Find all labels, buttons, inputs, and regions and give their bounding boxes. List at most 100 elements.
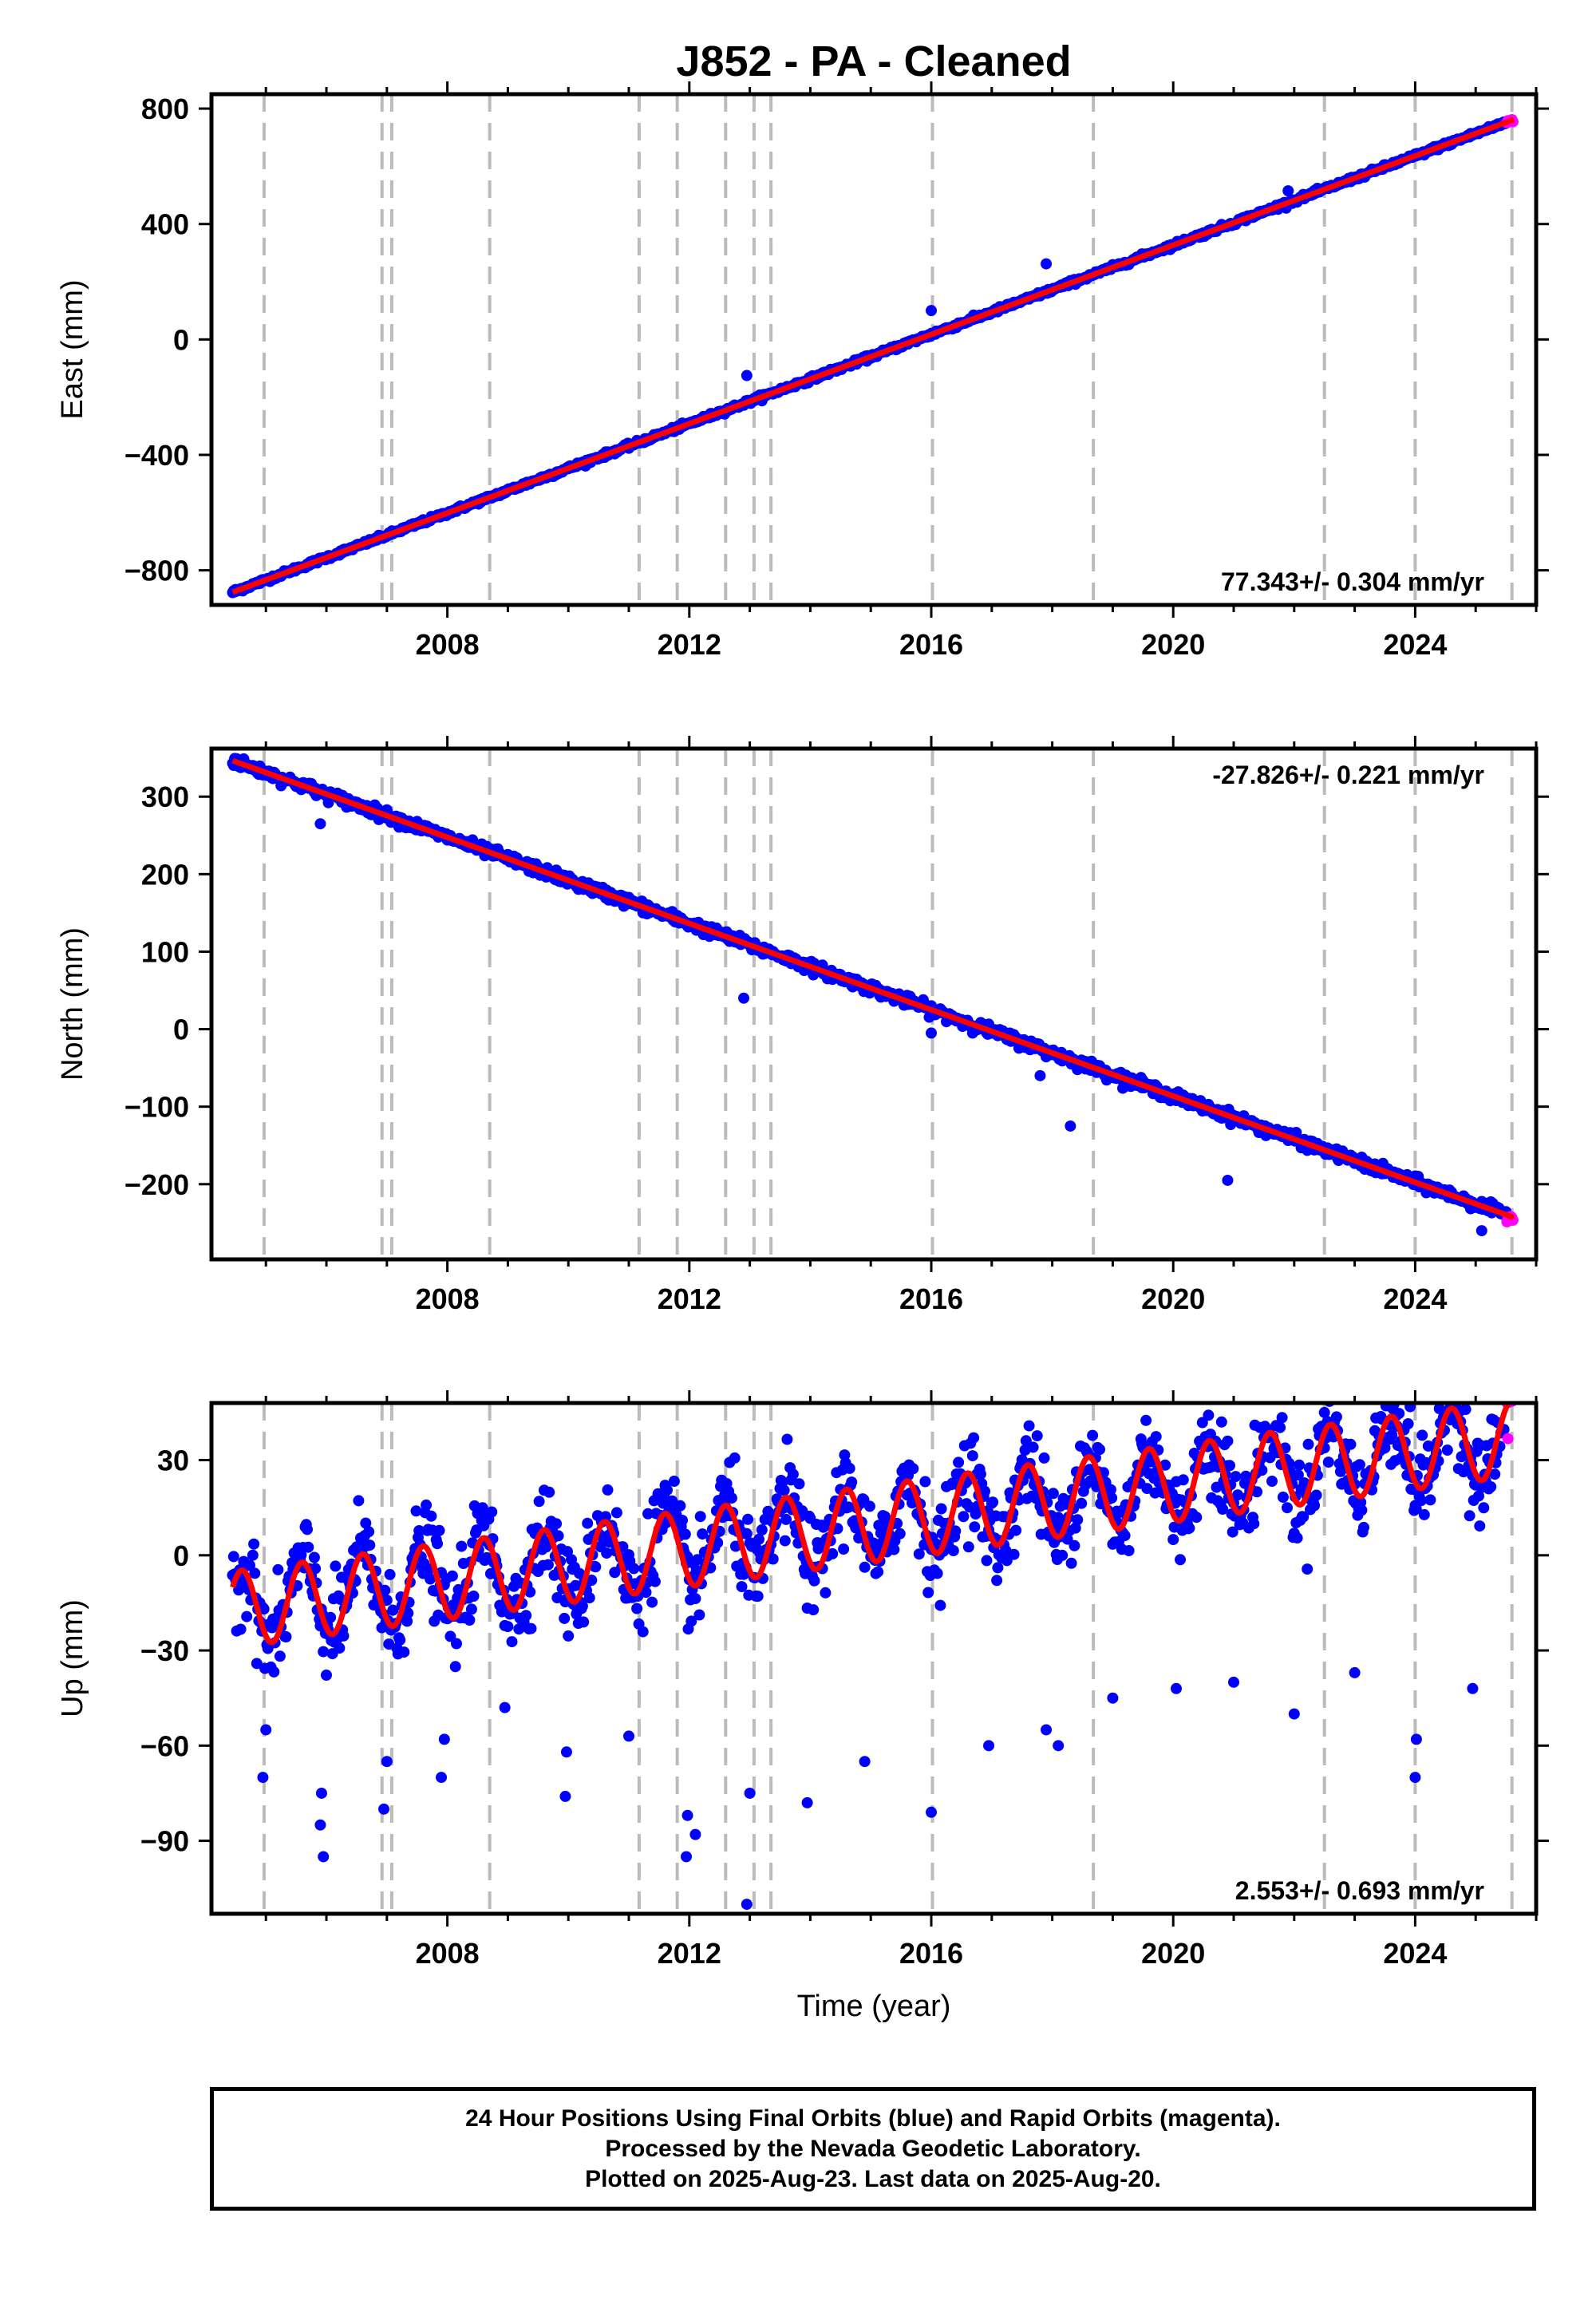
data-point (992, 1562, 1004, 1574)
data-point (314, 1819, 326, 1831)
east-panel: 2008 2012 2016 2020 2024 −800 −400 0 400 800 East … (56, 81, 1549, 661)
data-point (1094, 1444, 1105, 1456)
data-point (1282, 1502, 1293, 1514)
data-point (1302, 1563, 1314, 1575)
data-point (1507, 1375, 1519, 1386)
equipment-change-lines (262, 1403, 1514, 1914)
data-point (1358, 1521, 1369, 1533)
page-title: J852 - PA - Cleaned (676, 38, 1072, 85)
data-point (560, 1746, 572, 1758)
data-point (756, 1524, 768, 1535)
data-point (674, 1500, 686, 1512)
data-point (894, 1528, 906, 1539)
data-point (838, 1543, 850, 1555)
y-tick-label: −30 (140, 1634, 189, 1667)
data-point (1437, 1370, 1448, 1381)
data-point (689, 1828, 701, 1840)
data-point (820, 1587, 832, 1599)
data-point (981, 1555, 993, 1567)
data-point (1318, 1406, 1330, 1418)
data-point (1175, 1554, 1186, 1566)
data-point (602, 1484, 614, 1496)
data-point (235, 1623, 247, 1635)
x-tick-label: 2016 (899, 1937, 963, 1970)
data-point (520, 1610, 532, 1622)
data-point (1478, 1502, 1490, 1514)
data-point (677, 1515, 688, 1526)
data-point (742, 1513, 754, 1525)
data-point (315, 1787, 327, 1799)
data-point (364, 1539, 376, 1551)
data-point (1410, 1733, 1422, 1745)
data-point (499, 1701, 511, 1713)
data-point (1320, 1390, 1331, 1401)
data-point (846, 1476, 858, 1488)
x-tick-label: 2024 (1383, 628, 1447, 661)
data-point (502, 1621, 514, 1633)
data-point (689, 1593, 701, 1605)
data-point (241, 1611, 253, 1622)
data-point (1288, 1708, 1300, 1720)
data-point (1065, 1557, 1077, 1569)
east-rate-label: 77.343+/- 0.304 mm/yr (1221, 567, 1484, 596)
data-point (968, 1432, 980, 1444)
data-point (464, 1614, 476, 1626)
y-tick-label: −90 (140, 1825, 189, 1858)
data-point (725, 1492, 737, 1504)
footer-line-3: Plotted on 2025-Aug-23. Last data on 202… (585, 2165, 1161, 2192)
data-point (542, 1559, 554, 1571)
data-point (1203, 1409, 1215, 1421)
data-point (1038, 1452, 1050, 1464)
up-rate-label: 2.553+/- 0.693 mm/yr (1235, 1876, 1484, 1905)
data-point (1274, 1421, 1286, 1433)
x-tick-label: 2020 (1141, 628, 1205, 661)
footer-box: 24 Hour Positions Using Final Orbits (bl… (210, 2087, 1536, 2211)
data-point (1053, 1740, 1065, 1752)
data-point (801, 1796, 813, 1808)
data-point (953, 1456, 965, 1468)
data-point (926, 1806, 938, 1818)
data-point (257, 1772, 269, 1784)
x-axis-label: Time (year) (797, 1990, 951, 2023)
data-point (1402, 1418, 1414, 1429)
data-point (872, 1566, 884, 1578)
y-tick-label: −60 (140, 1729, 189, 1762)
y-tick-label: −800 (124, 555, 189, 587)
data-point (1276, 1412, 1288, 1424)
data-point (1248, 1518, 1260, 1530)
data-point (808, 1575, 820, 1587)
footer-line-1: 24 Hour Positions Using Final Orbits (bl… (465, 2105, 1281, 2132)
data-point (506, 1636, 518, 1648)
data-point (465, 1603, 477, 1615)
data-point (628, 1563, 640, 1575)
data-point (947, 1545, 959, 1556)
data-point (533, 1496, 545, 1508)
data-point (1008, 1548, 1020, 1560)
data-point (1228, 1676, 1240, 1688)
data-point (248, 1538, 260, 1550)
data-point (1356, 1504, 1368, 1516)
data-point (741, 1899, 753, 1911)
data-point (321, 1670, 332, 1681)
data-point (935, 1503, 947, 1515)
data-point (778, 1484, 790, 1496)
data-point (1027, 1441, 1039, 1453)
data-point (1349, 1666, 1361, 1678)
data-point (338, 1630, 350, 1642)
data-point (330, 1560, 342, 1572)
data-point (1023, 1420, 1035, 1432)
data-point (662, 1484, 673, 1496)
data-point (1500, 1389, 1511, 1401)
data-point (808, 1604, 820, 1616)
x-tick-label: 2008 (416, 628, 480, 661)
data-point (1441, 1445, 1453, 1456)
data-point (631, 1603, 643, 1614)
data-point (268, 1666, 280, 1678)
data-point (1502, 1433, 1514, 1445)
data-point (679, 1528, 691, 1540)
data-point (563, 1630, 575, 1642)
data-point (793, 1478, 805, 1490)
data-point (1224, 1460, 1235, 1472)
data-point (926, 305, 938, 317)
data-point (1497, 1385, 1508, 1396)
